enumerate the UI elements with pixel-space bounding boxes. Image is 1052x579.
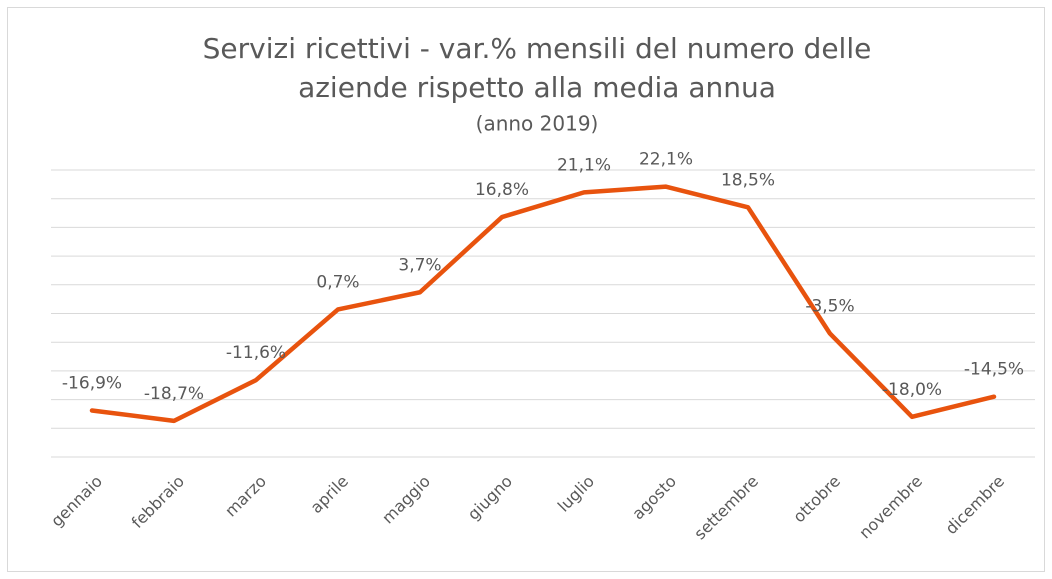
data-label: 16,8% bbox=[475, 180, 529, 200]
data-label: -3,5% bbox=[805, 297, 854, 317]
data-label: -14,5% bbox=[964, 360, 1024, 380]
data-label: 22,1% bbox=[639, 150, 693, 170]
chart-border bbox=[7, 7, 1045, 572]
data-label: 0,7% bbox=[316, 272, 359, 292]
data-label: 3,7% bbox=[398, 255, 441, 275]
data-label: 18,5% bbox=[721, 170, 775, 190]
data-label: -16,9% bbox=[62, 374, 122, 394]
line-series bbox=[89, 184, 997, 424]
data-label: -11,6% bbox=[226, 343, 286, 363]
chart-subtitle: (anno 2019) bbox=[476, 112, 599, 136]
data-label: 21,1% bbox=[557, 155, 611, 175]
chart-title: aziende rispetto alla media annua bbox=[298, 71, 776, 104]
chart-title: Servizi ricettivi - var.% mensili del nu… bbox=[203, 32, 872, 65]
data-label: -18,0% bbox=[882, 380, 942, 400]
data-label: -18,7% bbox=[144, 384, 204, 404]
